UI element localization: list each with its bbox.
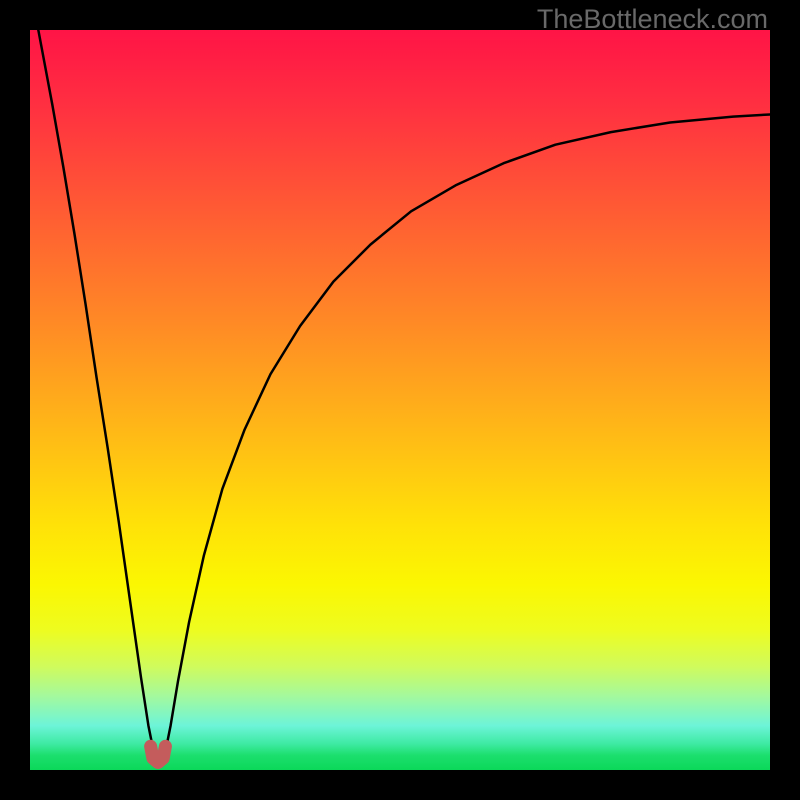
bottleneck-curve: [30, 0, 785, 762]
chart-container: TheBottleneck.com: [0, 0, 800, 800]
chart-svg: [0, 0, 800, 800]
minimum-highlight-marker: [151, 746, 166, 762]
watermark-text: TheBottleneck.com: [537, 4, 768, 35]
